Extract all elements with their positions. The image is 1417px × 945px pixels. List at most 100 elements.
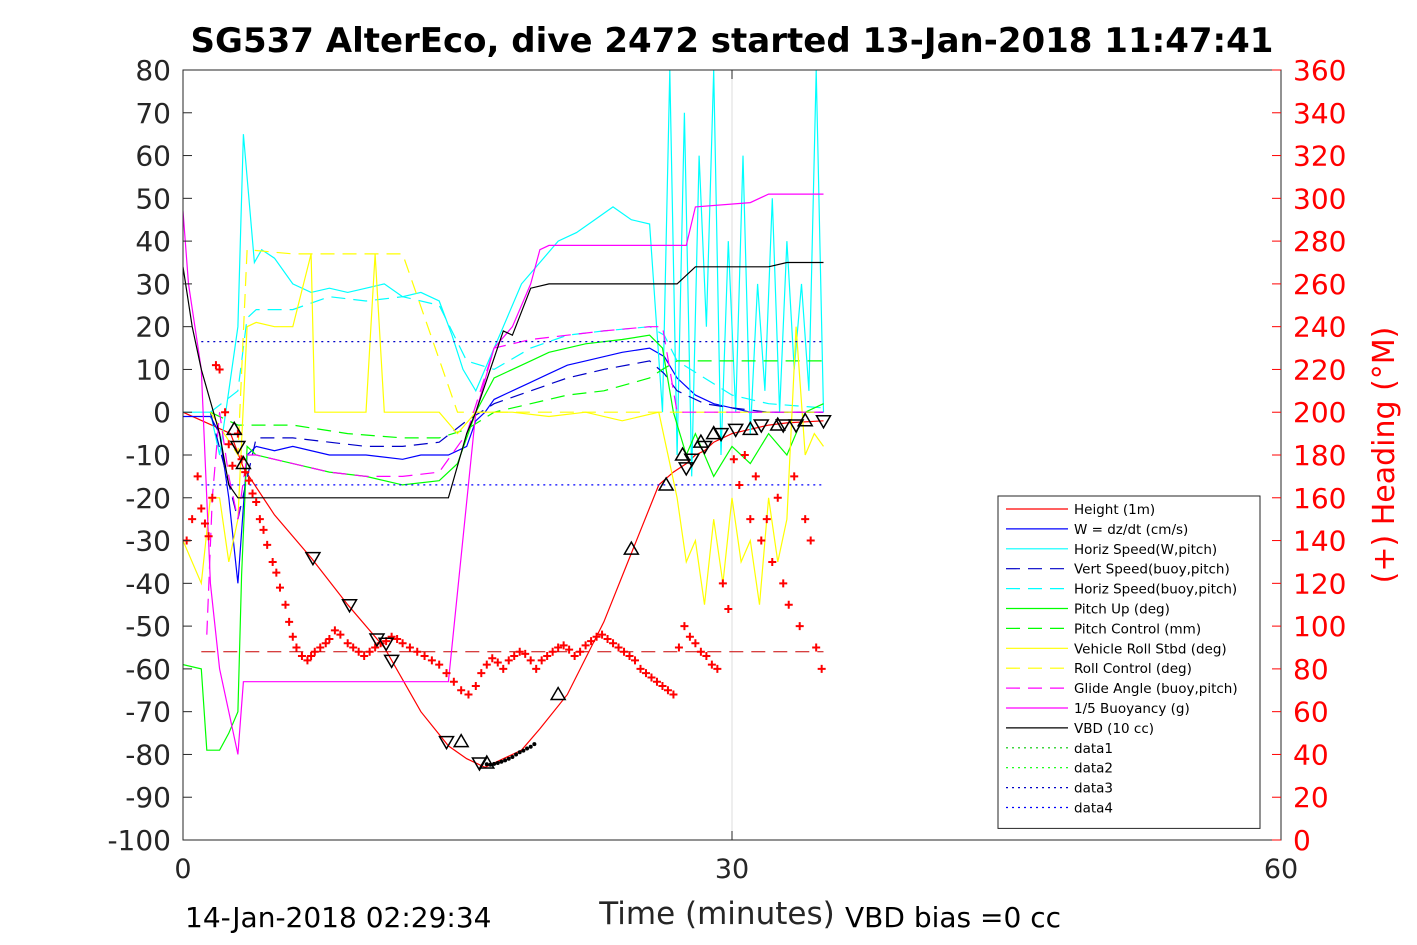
down-triangle-marker [774,419,792,434]
heading-marker [652,677,661,686]
heading-marker [735,480,744,489]
heading-marker [521,649,530,658]
series-line [183,70,825,477]
heading-marker [493,658,502,667]
legend-entry: W = dz/dt (cm/s) [1074,522,1188,538]
down-triangle-marker [471,757,488,772]
heading-marker [680,622,689,631]
depth-dot-marker [495,761,500,765]
heading-marker [464,690,473,699]
heading-marker [272,568,281,577]
heading-marker [435,660,444,669]
heading-marker [592,632,601,641]
heading-marker [570,652,579,661]
y2-tick-label: 0 [1293,824,1311,857]
heading-marker [598,630,607,639]
heading-marker [307,652,316,661]
depth-dot-marker [528,744,533,749]
heading-marker [488,654,497,663]
heading-marker [285,617,294,626]
heading-marker [354,647,363,656]
heading-marker [587,637,596,646]
heading-marker [343,639,352,648]
heading-marker [718,579,727,588]
y2-tick-label: 60 [1293,696,1329,729]
heading-marker [371,643,380,652]
heading-marker [208,493,217,502]
legend-entry: data1 [1074,741,1113,757]
heading-marker [685,632,694,641]
heading-marker [696,647,705,656]
heading-marker [360,652,369,661]
series-line [206,326,824,635]
series-line [210,296,824,413]
x-axis-label: Time (minutes) [598,896,834,932]
heading-marker [609,639,618,648]
heading-marker [713,664,722,673]
heading-marker [751,472,760,481]
y-tick-label: 80 [135,54,171,87]
heading-marker [576,647,585,656]
y-tick-label: 50 [135,182,171,215]
heading-marker [674,643,683,652]
heading-marker [263,540,272,549]
legend-entry: Horiz Speed(W,pitch) [1074,542,1217,558]
up-triangle-marker [769,416,787,431]
heading-marker [620,647,629,656]
heading-marker [259,525,268,534]
heading-marker [393,634,402,643]
legend-entry: Vehicle Roll Stbd (deg) [1074,641,1227,657]
depth-dot-marker [517,750,522,755]
heading-marker [669,690,678,699]
down-triangle-marker [815,415,832,430]
heading-marker [427,656,436,665]
heading-marker [537,656,546,665]
y2-axis-label: (+) Heading (°M) [1367,327,1402,584]
heading-marker [504,656,513,665]
heading-marker [565,645,574,654]
heading-marker [241,468,250,477]
up-triangle-marker [549,686,567,701]
heading-marker [457,686,466,695]
heading-marker [224,440,233,449]
up-triangle-marker [623,540,640,555]
heading-marker [244,476,253,485]
legend-box [997,495,1261,829]
down-triangle-marker [683,453,701,468]
heading-marker [773,493,782,502]
heading-marker [779,579,788,588]
heading-marker [297,652,306,661]
heading-marker [275,583,284,592]
heading-marker [740,451,749,459]
heading-marker [310,647,319,656]
down-triangle-marker [377,637,395,652]
x-tick-label: 30 [715,854,749,885]
y-tick-label: -100 [107,824,171,857]
depth-dot-marker [521,748,526,753]
y2-tick-label: 200 [1293,396,1346,429]
y-tick-label: -20 [125,482,171,515]
heading-marker [255,515,264,524]
y2-tick-label: 300 [1293,182,1346,215]
down-triangle-marker [712,427,730,443]
heading-marker [248,489,257,498]
y-tick-label: -90 [125,781,171,814]
y2-tick-label: 80 [1293,653,1329,686]
legend-entry: data4 [1074,801,1113,817]
heading-marker [510,652,519,661]
depth-dot-marker [514,752,519,757]
heading-marker [532,664,541,673]
heading-marker [252,498,261,507]
vbd-bias-text: VBD bias =0 cc [845,901,1061,934]
y2-tick-label: 100 [1293,610,1346,643]
down-triangle-marker [229,440,247,455]
heading-marker [482,660,491,669]
heading-marker [413,647,422,656]
legend-entry: Vert Speed(buoy,pitch) [1074,562,1230,578]
y-tick-label: 20 [135,311,171,344]
heading-marker [193,472,202,481]
depth-dot-marker [506,756,511,761]
legend-entry: Height (1m) [1074,502,1155,518]
series-line [183,253,824,605]
